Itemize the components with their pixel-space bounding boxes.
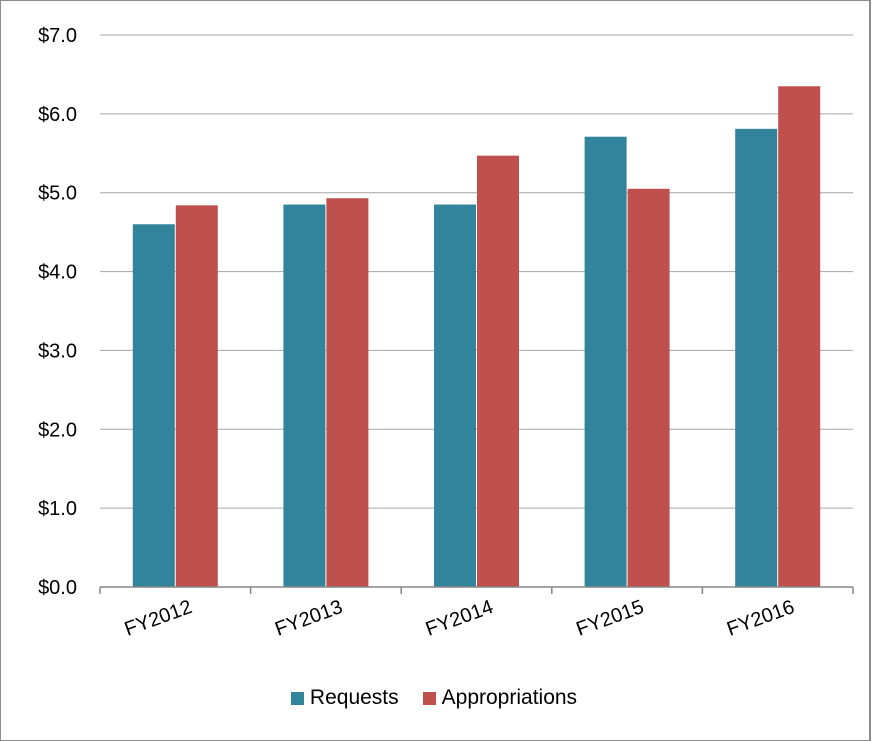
bars (132, 86, 821, 588)
bar-requests-fy2016 (735, 128, 778, 587)
y-tick-label: $7.0 (38, 25, 77, 47)
x-tick-label: FY2013 (272, 596, 345, 641)
x-axis (99, 586, 854, 594)
bar-requests-fy2012 (132, 224, 175, 587)
legend: Requests Appropriations (0, 686, 868, 710)
y-axis-ticks: $0.0 $1.0 $2.0 $3.0 $4.0 $5.0 $6.0 $7.0 (38, 25, 77, 599)
bar-appropriations-fy2016 (778, 86, 821, 587)
bar-requests-fy2014 (434, 204, 476, 588)
gridlines (100, 34, 853, 509)
x-tick-label: FY2015 (573, 596, 646, 641)
x-tick-label: FY2012 (122, 596, 195, 641)
y-tick-label: $6.0 (38, 104, 77, 126)
x-axis-ticks: FY2012 FY2013 FY2014 FY2015 FY2016 (122, 596, 798, 641)
y-tick-label: $4.0 (38, 262, 77, 284)
legend-item-requests: Requests (290, 686, 399, 710)
bar-appropriations-fy2014 (477, 155, 519, 587)
legend-item-appropriations: Appropriations (422, 686, 578, 710)
bar-appropriations-fy2012 (175, 205, 218, 587)
y-tick-label: $3.0 (38, 340, 77, 362)
y-tick-label: $5.0 (38, 183, 77, 205)
x-tick-label: FY2014 (423, 596, 496, 641)
bar-appropriations-fy2015 (627, 188, 670, 587)
bar-requests-fy2013 (283, 204, 326, 588)
y-tick-label: $2.0 (38, 419, 77, 441)
legend-label-appropriations: Appropriations (441, 686, 578, 709)
bar-appropriations-fy2013 (326, 198, 369, 587)
legend-label-requests: Requests (309, 686, 399, 709)
bar-requests-fy2015 (584, 136, 627, 587)
legend-swatch-requests (290, 691, 304, 705)
y-tick-label: $0.0 (38, 577, 77, 599)
x-tick-label: FY2016 (724, 596, 797, 641)
y-tick-label: $1.0 (38, 498, 77, 520)
legend-swatch-appropriations (422, 691, 436, 705)
